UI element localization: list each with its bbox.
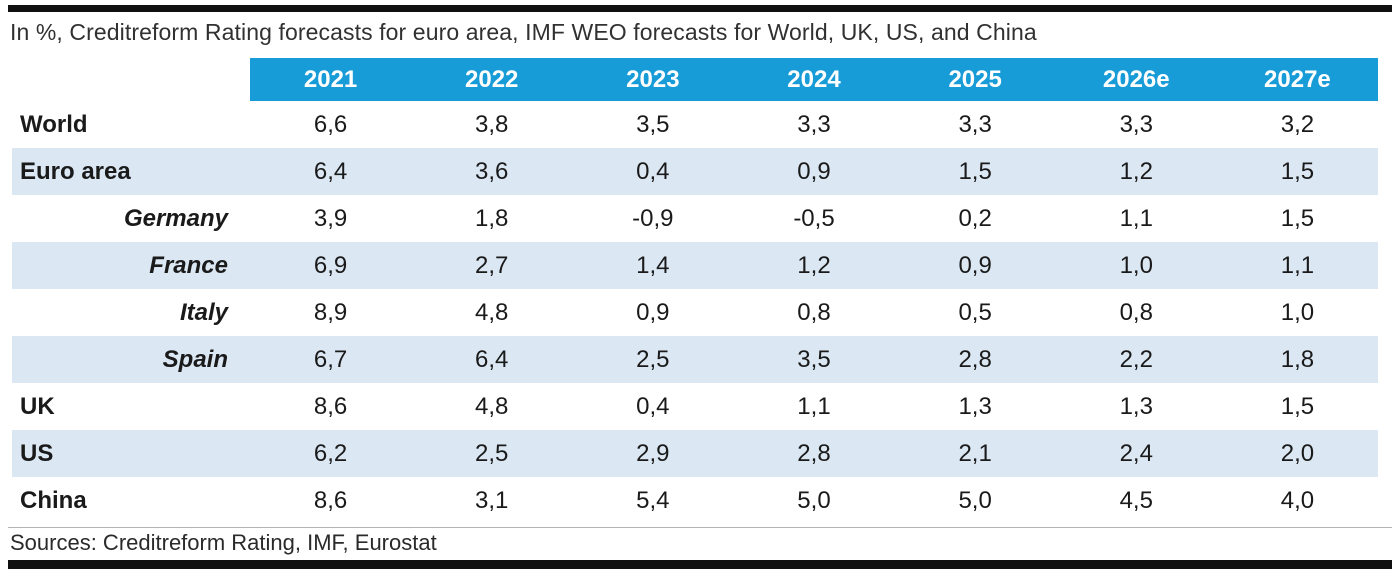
value-cell: 6,6 [313, 110, 348, 138]
col-header-2024: 2024 [733, 58, 895, 101]
value-cell: 6,4 [411, 336, 573, 383]
value-cell: 1,2 [1055, 148, 1217, 195]
value-cell: 6,2 [250, 430, 412, 477]
value-cell: 1,8 [1216, 336, 1378, 383]
value-cell: -0,5 [793, 204, 835, 232]
table-title: In %, Creditreform Rating forecasts for … [10, 19, 1037, 45]
value-cell: 1,0 [1280, 298, 1315, 326]
value-cell: 2,4 [1055, 430, 1217, 477]
row-label-germany: Germany [123, 204, 228, 232]
value-cell: 2,8 [733, 430, 895, 477]
value-cell: 2,8 [894, 336, 1056, 383]
value-cell: 3,6 [411, 148, 573, 195]
value-cell: -0,9 [632, 204, 674, 232]
value-cell: 1,8 [475, 204, 509, 232]
value-cell: 3,2 [1280, 110, 1315, 138]
col-header-2021: 2021 [250, 58, 412, 101]
value-cell: 1,5 [1280, 204, 1315, 232]
value-cell: 1,2 [733, 242, 895, 289]
value-cell: 2,0 [1216, 430, 1378, 477]
value-cell: 8,6 [313, 392, 348, 420]
value-cell: 1,3 [958, 392, 992, 420]
value-cell: 1,1 [1119, 204, 1153, 232]
value-cell: 5,4 [636, 486, 670, 514]
header-corner-cell [12, 58, 250, 101]
value-cell: 1,3 [1119, 392, 1153, 420]
col-header-2026e: 2026e [1055, 58, 1217, 101]
value-cell: 0,9 [894, 242, 1056, 289]
bottom-rule [8, 560, 1392, 569]
row-label-spain: Spain [12, 336, 250, 383]
value-cell: 2,7 [411, 242, 573, 289]
value-cell: 0,8 [797, 298, 831, 326]
value-cell: 0,4 [636, 392, 670, 420]
value-cell: 0,5 [958, 298, 992, 326]
sources-note: Sources: Creditreform Rating, IMF, Euros… [10, 530, 437, 555]
row-label-italy: Italy [179, 298, 228, 326]
footer-divider [8, 527, 1392, 528]
value-cell: 0,2 [958, 204, 992, 232]
value-cell: 1,4 [572, 242, 734, 289]
col-header-2022: 2022 [411, 58, 573, 101]
value-cell: 2,1 [894, 430, 1056, 477]
value-cell: 1,0 [1055, 242, 1217, 289]
value-cell: 3,5 [636, 110, 670, 138]
value-cell: 1,5 [1216, 148, 1378, 195]
value-cell: 1,5 [1280, 392, 1315, 420]
value-cell: 8,6 [313, 486, 348, 514]
row-label-uk: UK [20, 392, 55, 420]
forecast-table: 2021 2022 2023 2024 2025 2026e 2027e World 6,6 3,… [12, 58, 1378, 524]
value-cell: 4,8 [475, 392, 509, 420]
row-label-euro-area: Euro area [12, 148, 250, 195]
value-cell: 0,9 [733, 148, 895, 195]
col-header-2023: 2023 [572, 58, 734, 101]
value-cell: 2,9 [572, 430, 734, 477]
value-cell: 1,1 [797, 392, 831, 420]
value-cell: 8,9 [313, 298, 348, 326]
value-cell: 6,9 [250, 242, 412, 289]
value-cell: 3,1 [475, 486, 509, 514]
row-label-france: France [12, 242, 250, 289]
value-cell: 2,2 [1055, 336, 1217, 383]
row-label-china: China [20, 486, 87, 514]
value-cell: 3,9 [313, 204, 348, 232]
col-header-2025: 2025 [894, 58, 1056, 101]
value-cell: 6,7 [250, 336, 412, 383]
value-cell: 4,8 [475, 298, 509, 326]
value-cell: 3,3 [1119, 110, 1153, 138]
value-cell: 3,5 [733, 336, 895, 383]
value-cell: 1,5 [894, 148, 1056, 195]
value-cell: 3,3 [797, 110, 831, 138]
value-cell: 3,8 [475, 110, 509, 138]
value-cell: 6,4 [250, 148, 412, 195]
top-rule [8, 5, 1392, 12]
value-cell: 2,5 [411, 430, 573, 477]
value-cell: 4,0 [1280, 486, 1315, 514]
col-header-2027e: 2027e [1216, 58, 1378, 101]
value-cell: 3,3 [958, 110, 992, 138]
value-cell: 1,1 [1216, 242, 1378, 289]
value-cell: 5,0 [797, 486, 831, 514]
row-label-world: World [20, 110, 88, 138]
value-cell: 5,0 [958, 486, 992, 514]
value-cell: 4,5 [1119, 486, 1153, 514]
value-cell: 0,4 [572, 148, 734, 195]
value-cell: 0,9 [636, 298, 670, 326]
row-label-us: US [12, 430, 250, 477]
value-cell: 0,8 [1119, 298, 1153, 326]
value-cell: 2,5 [572, 336, 734, 383]
